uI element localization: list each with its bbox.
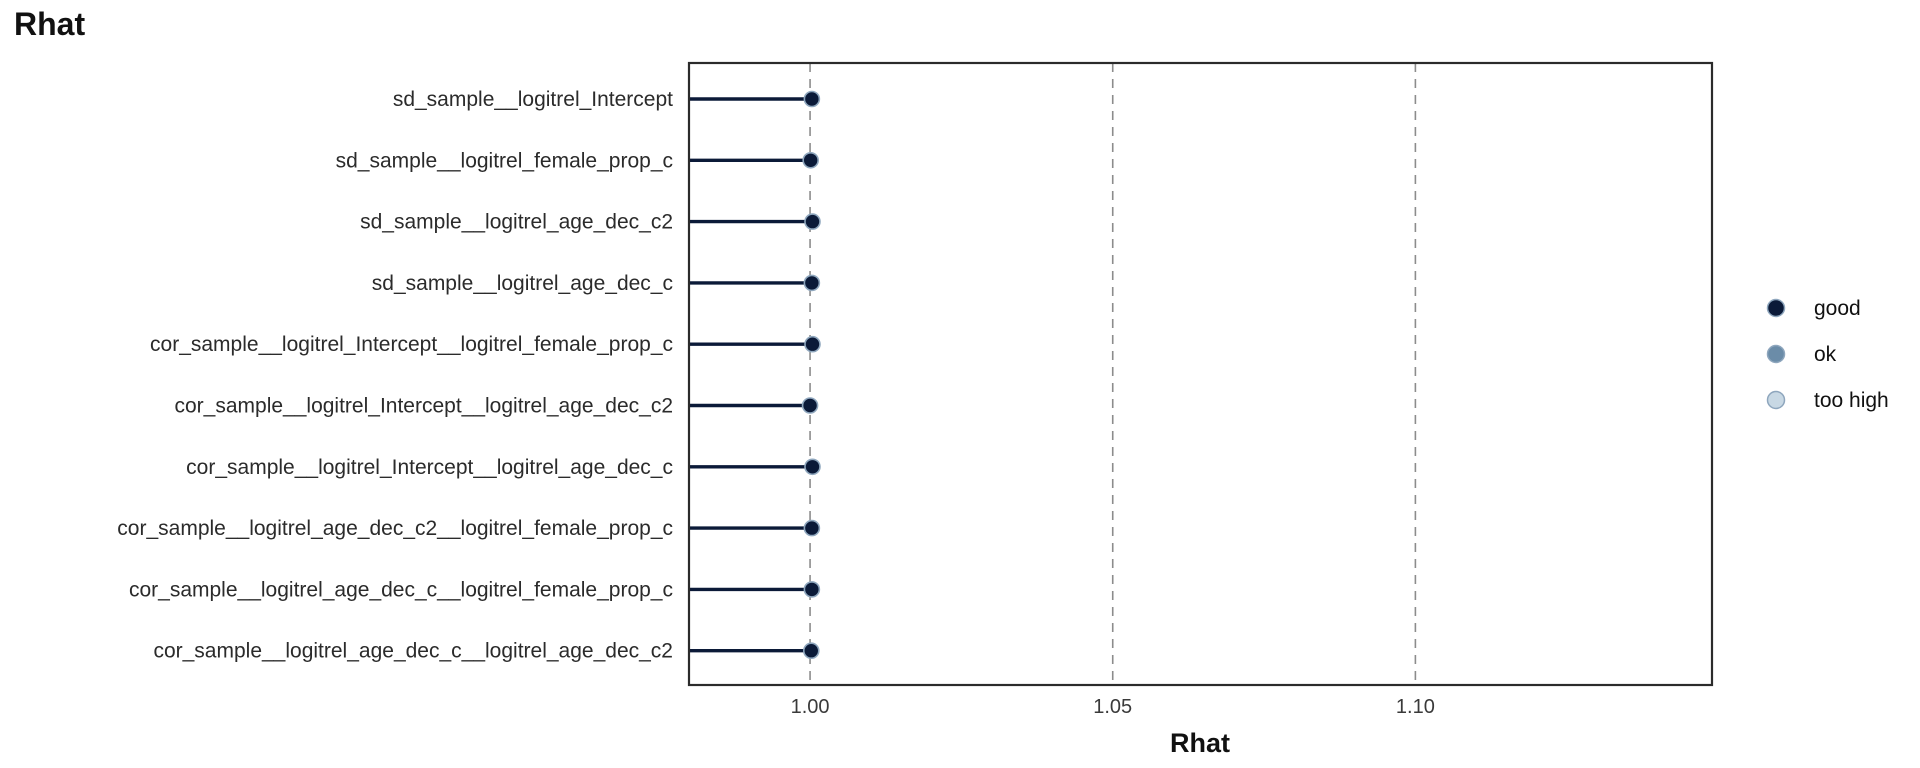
reference-lines: [809, 63, 1417, 685]
rhat-point: [802, 642, 820, 660]
rhat-point: [802, 152, 819, 169]
rhat-point: [803, 519, 821, 537]
y-tick-label: cor_sample__logitrel_age_dec_c__logitrel…: [129, 578, 673, 601]
legend-swatch: [1766, 344, 1786, 364]
y-axis-labels: sd_sample__logitrel_Intercept sd_sample__…: [117, 88, 673, 663]
rhat-point: [803, 581, 821, 598]
x-axis-title: Rhat: [1170, 728, 1230, 758]
rhat-point: [801, 397, 819, 414]
y-tick-label: sd_sample__logitrel_age_dec_c: [372, 272, 673, 295]
y-tick-label: sd_sample__logitrel_Intercept: [393, 88, 673, 111]
y-tick-label: cor_sample__logitrel_age_dec_c2__logitre…: [117, 517, 673, 540]
legend: good ok too high: [1766, 297, 1889, 412]
legend-label: too high: [1814, 389, 1889, 412]
y-tick-label: cor_sample__logitrel_Intercept__logitrel…: [175, 395, 674, 418]
y-tick-label: cor_sample__logitrel_Intercept__logitrel…: [186, 456, 673, 479]
rhat-point: [804, 335, 821, 353]
rhat-points: [801, 90, 821, 660]
rhat-point: [803, 274, 821, 292]
legend-swatch: [1766, 298, 1786, 318]
legend-label: ok: [1814, 343, 1837, 366]
x-axis-ticks: 1.00 1.05 1.10: [791, 696, 1435, 718]
rhat-segments: [689, 97, 813, 653]
x-tick-label: 1.00: [791, 696, 830, 718]
y-tick-label: sd_sample__logitrel_age_dec_c2: [360, 211, 673, 234]
y-tick-label: cor_sample__logitrel_age_dec_c__logitrel…: [153, 640, 673, 663]
rhat-point: [804, 213, 821, 230]
rhat-point: [803, 90, 821, 108]
x-tick-label: 1.05: [1093, 696, 1132, 718]
legend-label: good: [1814, 297, 1861, 320]
rhat-point: [804, 458, 821, 476]
x-tick-label: 1.10: [1396, 696, 1435, 718]
plot-panel-border: [687, 61, 1714, 687]
chart-title: Rhat: [14, 6, 86, 42]
legend-swatch: [1766, 390, 1786, 410]
y-tick-label: sd_sample__logitrel_female_prop_c: [336, 149, 673, 172]
y-tick-label: cor_sample__logitrel_Intercept__logitrel…: [150, 333, 673, 356]
